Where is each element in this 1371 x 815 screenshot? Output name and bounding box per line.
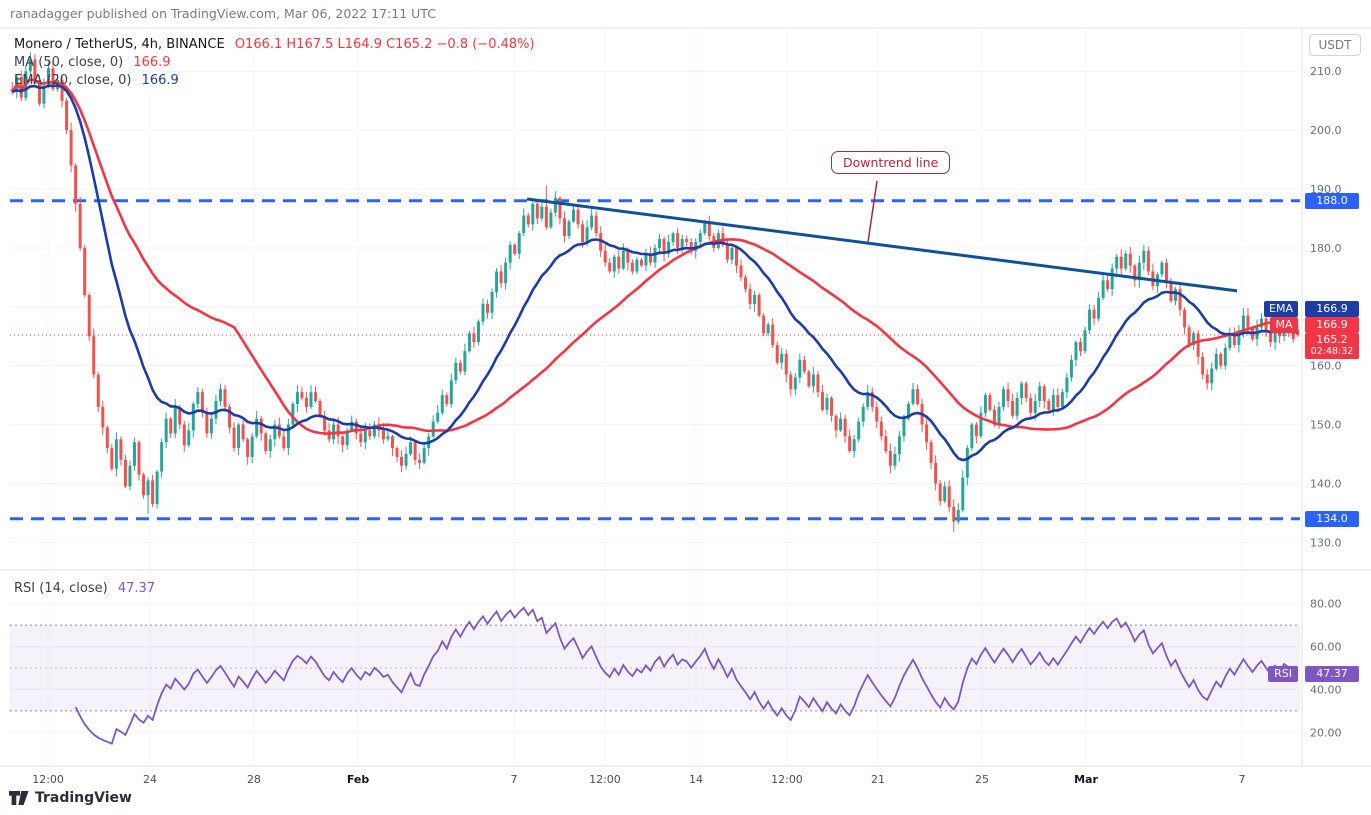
tradingview-logo[interactable]: TradingView [8,790,132,806]
tradingview-logo-icon [9,791,29,805]
downtrend-callout[interactable]: Downtrend line [831,151,951,174]
symbol-title: Monero / TetherUS, 4h, BINANCE [14,37,225,52]
svg-text:140.0: 140.0 [1310,477,1342,490]
rsi-legend-label: RSI (14, close) [14,581,108,596]
svg-text:160.0: 160.0 [1310,360,1342,373]
price-legend: Monero / TetherUS, 4h, BINANCE O166.1 H1… [14,36,535,90]
svg-text:210.0: 210.0 [1310,65,1342,78]
ema-legend-value: 166.9 [141,73,179,88]
footer: TradingView [8,790,132,806]
tradingview-logo-text: TradingView [35,790,132,806]
rsi-axis-labels[interactable]: 80.00 60.00 40.00 20.00 [1310,598,1342,740]
svg-text:25: 25 [975,773,989,786]
ema-legend-label: EMA (20, close, 0) [14,73,132,88]
svg-text:20.00: 20.00 [1310,726,1342,739]
svg-text:40.00: 40.00 [1310,683,1342,696]
svg-text:12:00: 12:00 [589,773,621,786]
svg-text:24: 24 [143,773,157,786]
ema-20-line [11,84,1298,462]
svg-text:28: 28 [247,773,261,786]
currency-toggle-button[interactable]: USDT [1309,34,1361,56]
svg-text:7: 7 [511,773,518,786]
svg-text:60.00: 60.00 [1310,641,1342,654]
rsi-band [10,624,1300,712]
ma-legend-value: 166.9 [133,55,171,70]
ma-50-line [11,78,1298,436]
svg-text:190.0: 190.0 [1310,183,1342,196]
svg-text:12:00: 12:00 [32,773,64,786]
price-gridlines [10,70,1300,543]
svg-text:12:00: 12:00 [771,773,803,786]
rsi-legend: RSI (14, close) 47.37 [14,580,155,598]
svg-text:80.00: 80.00 [1310,598,1342,611]
svg-text:7: 7 [1238,773,1245,786]
svg-text:21: 21 [871,773,885,786]
svg-text:130.0: 130.0 [1310,536,1342,549]
downtrend-line[interactable] [526,197,1238,293]
svg-text:180.0: 180.0 [1310,242,1342,255]
pane-separators [0,27,1371,767]
ma-legend-label: MA (50, close, 0) [14,55,124,70]
candlesticks-layer[interactable] [10,52,1300,532]
support-resistance-lines [10,199,1300,521]
rsi-line [74,606,1299,745]
ohlc-values: O166.1 H167.5 L164.9 C165.2 −0.8 (−0.48%… [234,37,535,52]
svg-text:150.0: 150.0 [1310,419,1342,432]
svg-text:14: 14 [689,773,703,786]
price-axis-labels[interactable]: 210.0 200.0 190.0 180.0 160.0 150.0 140.0 130.0 [1310,65,1342,549]
rsi-gridlines [10,603,1300,733]
svg-text:Mar: Mar [1074,773,1098,786]
time-axis-labels[interactable]: 12:00 24 28 Feb 7 12:00 14 12:00 21 25 Mar 7 [32,773,1245,786]
attribution-text: ranadagger published on TradingView.com,… [10,6,436,21]
svg-text:200.0: 200.0 [1310,124,1342,137]
rsi-legend-value: 47.37 [117,581,156,596]
callout-tail [867,180,878,244]
svg-text:Feb: Feb [347,773,370,786]
